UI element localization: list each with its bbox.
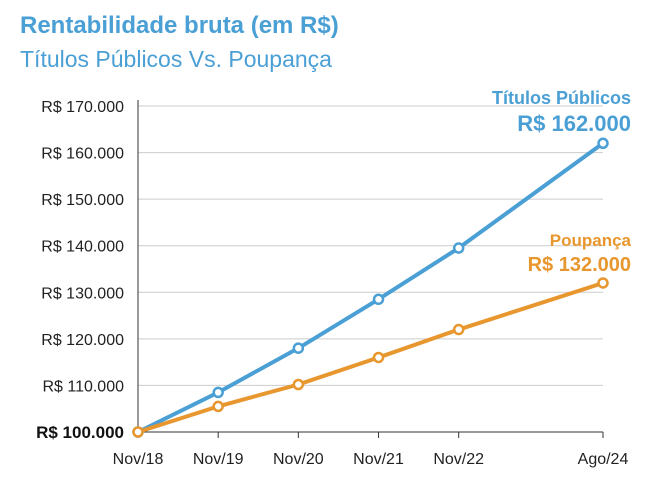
x-axis: Nov/18 Nov/19 Nov/20 Nov/21 Nov/22 Ago/24	[113, 431, 629, 468]
x-tick-label: Nov/18	[113, 451, 164, 468]
y-tick-label: R$ 170.000	[41, 99, 124, 116]
data-point	[292, 342, 305, 354]
y-tick-label: R$ 110.000	[42, 378, 124, 395]
y-tick-label: R$ 160.000	[41, 146, 124, 163]
grid-lines	[138, 105, 603, 386]
x-tick-label: Nov/19	[193, 451, 244, 468]
y-tick-label: R$ 130.000	[41, 285, 124, 302]
series-end-value-label: R$ 162.000	[517, 111, 631, 136]
data-point	[597, 137, 609, 150]
data-point	[372, 293, 385, 306]
series-line	[136, 280, 605, 434]
x-tick-label: Nov/20	[273, 451, 324, 468]
y-axis: R$ 100.000 R$ 110.000 R$ 120.000 R$ 130.000…	[36, 99, 139, 442]
data-point	[597, 277, 609, 289]
y-tick-label: R$ 150.000	[41, 192, 124, 209]
y-tick-label: R$ 100.000	[36, 423, 124, 442]
x-tick-label: Nov/22	[433, 451, 484, 468]
series-lines	[136, 141, 605, 434]
y-tick-label: R$ 140.000	[41, 239, 124, 256]
x-tick-label: Nov/21	[353, 451, 404, 468]
x-tick-label: Ago/24	[578, 451, 629, 468]
y-tick-label: R$ 120.000	[41, 332, 124, 349]
series-name-label: Títulos Públicos	[492, 88, 631, 108]
chart-subtitle: Títulos Públicos Vs. Poupança	[20, 46, 332, 72]
series-end-value-label: R$ 132.000	[528, 254, 631, 276]
series-name-label: Poupança	[550, 231, 632, 250]
series-labels: Títulos Públicos R$ 162.000 Poupança R$ 132…	[492, 88, 632, 276]
data-point	[212, 386, 224, 399]
data-point	[132, 426, 144, 438]
series-points	[132, 137, 609, 438]
data-point	[452, 323, 465, 336]
data-point	[452, 242, 465, 254]
data-point	[212, 400, 224, 413]
data-point	[292, 378, 305, 391]
chart-title: Rentabilidade bruta (em R$)	[20, 12, 339, 39]
series-line	[136, 141, 605, 434]
data-point	[372, 351, 385, 364]
